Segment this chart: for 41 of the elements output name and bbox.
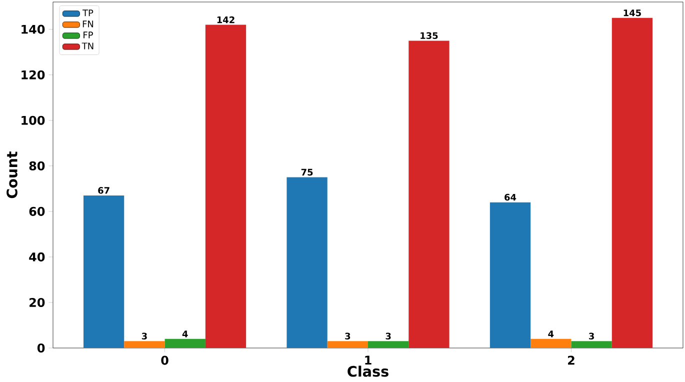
data-label: 64: [504, 194, 516, 201]
data-label: 3: [345, 332, 350, 340]
legend-label: TN: [82, 42, 94, 50]
y-axis-title: Count: [6, 151, 18, 198]
bar: [164, 338, 206, 348]
y-tick-label: 20: [30, 298, 45, 307]
data-label: 135: [420, 32, 438, 39]
bar: [327, 341, 368, 348]
bar: [571, 341, 612, 348]
bar: [368, 341, 409, 348]
x-tick-label: 1: [365, 356, 372, 364]
data-label: 4: [182, 330, 188, 338]
legend-label: TP: [82, 10, 94, 16]
x-tick-label: 0: [161, 356, 168, 365]
x-axis-title: Class: [348, 366, 388, 377]
x-tick-label: 2: [568, 356, 574, 365]
y-tick-label: 120: [22, 70, 45, 80]
bar: [83, 195, 124, 348]
y-tick-label: 80: [29, 161, 45, 170]
y-tick-label: 140: [22, 24, 45, 34]
bar: [408, 40, 450, 348]
bar: [124, 341, 165, 348]
data-label: 145: [624, 10, 641, 16]
data-label: 67: [98, 187, 110, 194]
data-label: 142: [217, 16, 234, 24]
data-label: 75: [301, 168, 313, 176]
y-tick-label: 60: [29, 206, 45, 216]
bar: [205, 24, 246, 348]
bar: [530, 338, 572, 348]
y-tick-label: 0: [37, 343, 45, 353]
legend-label: FP: [84, 32, 93, 38]
legend-label: FN: [82, 20, 94, 28]
bar: [612, 18, 653, 348]
data-label: 4: [548, 330, 554, 338]
data-label: 3: [386, 332, 391, 340]
bar: [490, 202, 531, 348]
data-label: 3: [142, 332, 147, 340]
y-tick-label: 40: [29, 252, 45, 262]
bar: [286, 177, 328, 348]
data-label: 3: [589, 332, 594, 340]
y-tick-label: 100: [22, 116, 45, 125]
